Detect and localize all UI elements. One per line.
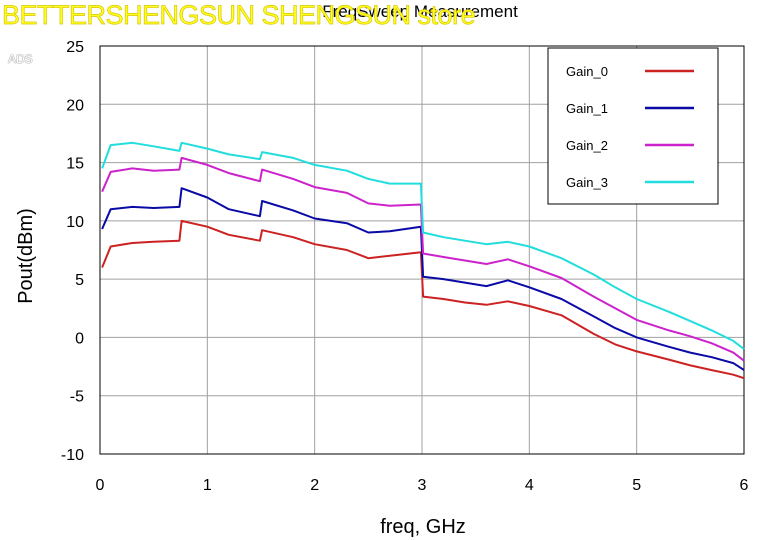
series-line-gain-3 (101, 141, 745, 350)
x-tick-label: 1 (203, 477, 212, 494)
legend-label: Gain_3 (566, 175, 608, 190)
x-tick-label: 4 (525, 477, 534, 494)
watermark-text: BETTERSHENGSUN SHENGSUN store (2, 0, 476, 30)
legend-label: Gain_2 (566, 138, 608, 153)
y-axis-label: Pout(dBm) (15, 208, 37, 304)
y-tick-labels: -10 -5 0 5 10 15 20 25 (61, 39, 84, 464)
chart-title: FreqSweep Measurement (322, 2, 518, 21)
x-tick-labels: 0 1 2 3 4 5 6 (96, 477, 749, 494)
legend: Gain_0 Gain_1 Gain_2 Gain_3 (547, 47, 719, 205)
y-tick-label: 25 (66, 39, 84, 56)
y-tick-label: 15 (66, 156, 84, 173)
legend-box (547, 47, 719, 205)
y-tick-label: -5 (70, 389, 84, 406)
x-tick-label: 6 (740, 477, 749, 494)
series-lines (101, 141, 745, 380)
plot-frame (99, 45, 745, 455)
series-line-gain-0 (101, 219, 745, 380)
ads-tool-mark: ADS (8, 52, 33, 66)
y-tick-label: 20 (66, 97, 84, 114)
y-tick-label: 0 (75, 330, 84, 347)
legend-label: Gain_1 (566, 101, 608, 116)
y-tick-label: -10 (61, 447, 84, 464)
x-tick-label: 2 (310, 477, 319, 494)
x-tick-label: 5 (632, 477, 641, 494)
x-tick-label: 3 (418, 477, 427, 494)
legend-entries: Gain_0 Gain_1 Gain_2 Gain_3 (566, 64, 694, 190)
y-tick-label: 5 (75, 272, 84, 289)
x-axis-label: freq, GHz (380, 516, 466, 538)
y-tick-label: 10 (66, 214, 84, 231)
legend-label: Gain_0 (566, 64, 608, 79)
x-tick-label: 0 (96, 477, 105, 494)
